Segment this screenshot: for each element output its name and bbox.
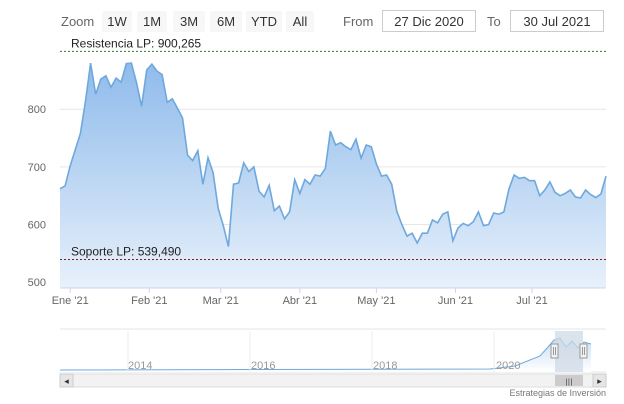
x-tick-label: Jul '21 xyxy=(516,295,547,307)
navigator-year-label: 2014 xyxy=(128,360,152,372)
from-label: From xyxy=(343,14,374,29)
zoom-button-all[interactable]: All xyxy=(286,11,314,32)
x-tick-label: May '21 xyxy=(357,295,395,307)
navigator-left-handle[interactable] xyxy=(550,343,559,359)
zoom-label: Zoom xyxy=(61,14,95,29)
to-date-input[interactable] xyxy=(510,10,604,32)
scrollbar-right-button[interactable] xyxy=(592,373,607,388)
y-tick-label: 600 xyxy=(28,220,46,232)
resistance-label: Resistencia LP: 900,265 xyxy=(71,36,201,50)
support-label: Soporte LP: 539,490 xyxy=(71,244,181,258)
price-area xyxy=(60,63,606,288)
navigator-year-label: 2020 xyxy=(496,360,520,372)
y-tick-label: 500 xyxy=(28,277,46,289)
navigator-selection[interactable] xyxy=(555,331,583,372)
x-tick-label: Mar '21 xyxy=(203,295,239,307)
y-axis-labels: 500 600 700 800 xyxy=(28,104,46,289)
scrollbar-track[interactable] xyxy=(59,373,607,388)
right-arrow-icon: ▸ xyxy=(597,377,602,387)
navigator-year-label: 2018 xyxy=(373,360,397,372)
zoom-button-6m[interactable]: 6M xyxy=(210,11,242,32)
navigator[interactable]: 2014 2016 2018 2020 xyxy=(59,328,606,373)
x-tick-label: Feb '21 xyxy=(131,295,167,307)
from-date-input[interactable] xyxy=(382,10,476,32)
x-axis-labels: Ene '21 Feb '21 Mar '21 Abr '21 May '21 Jun '… xyxy=(52,288,548,307)
level-annotations: Resistencia LP: 900,265 Soporte LP: 539,4… xyxy=(60,36,606,260)
y-tick-label: 700 xyxy=(28,162,46,174)
left-arrow-icon: ◂ xyxy=(64,377,69,387)
to-label: To xyxy=(487,14,501,29)
zoom-button-ytd[interactable]: YTD xyxy=(246,11,282,32)
zoom-button-1m[interactable]: 1M xyxy=(137,11,167,32)
scrollbar[interactable]: ◂ ▸ ||| xyxy=(59,373,607,388)
navigator-right-handle[interactable] xyxy=(579,343,588,359)
navigator-year-label: 2016 xyxy=(251,360,275,372)
range-selector-toolbar: Zoom 1W 1M 3M 6M YTD All From To xyxy=(0,0,624,40)
y-tick-label: 800 xyxy=(28,104,46,116)
navigator-area xyxy=(60,338,591,372)
x-tick-label: Jun '21 xyxy=(438,295,473,307)
scrollbar-left-button[interactable] xyxy=(59,373,74,388)
zoom-button-3m[interactable]: 3M xyxy=(173,11,205,32)
credit-label: Estrategias de Inversión xyxy=(509,388,606,398)
scrollbar-thumb[interactable] xyxy=(555,375,583,386)
x-tick-label: Abr '21 xyxy=(283,295,318,307)
grip-icon: ||| xyxy=(565,378,572,386)
zoom-button-1w[interactable]: 1W xyxy=(102,11,132,32)
x-tick-label: Ene '21 xyxy=(52,295,89,307)
price-line xyxy=(59,62,607,247)
